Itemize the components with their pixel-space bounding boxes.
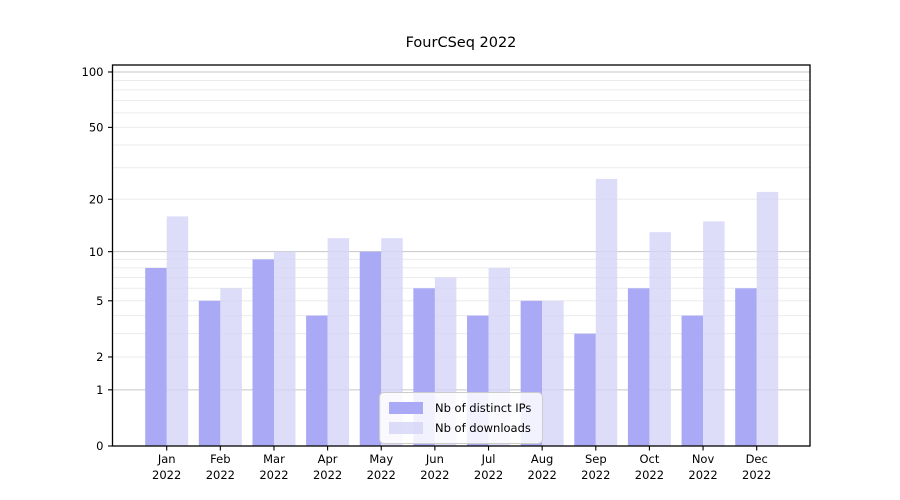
bar-downloads-Sep (595, 178, 618, 446)
x-tick-label-month: Dec (746, 452, 768, 466)
x-tick-label-year: 2022 (206, 468, 235, 482)
bar-downloads-Feb (220, 288, 242, 446)
x-tick-label-year: 2022 (152, 468, 181, 482)
x-tick-label-year: 2022 (528, 468, 557, 482)
x-tick-label-month: Aug (531, 452, 553, 466)
y-tick-label: 20 (89, 192, 104, 206)
x-tick-label-month: Jan (157, 452, 176, 466)
x-tick-label-month: Jul (481, 452, 496, 466)
bar-downloads-Dec (756, 191, 779, 446)
legend: Nb of distinct IPs Nb of downloads (379, 392, 544, 444)
legend-label-distinct-ips: Nb of distinct IPs (435, 401, 532, 415)
bar-distinct-ips-Jan (145, 267, 167, 446)
bar-distinct-ips-Oct (627, 288, 650, 446)
bar-downloads-Aug (542, 300, 564, 446)
x-tick-label-month: Apr (318, 452, 338, 466)
y-tick-label: 1 (96, 383, 103, 397)
bar-distinct-ips-Dec (735, 288, 757, 446)
bar-distinct-ips-Mar (252, 259, 274, 446)
bar-downloads-Jan (166, 216, 189, 446)
x-tick-label-month: Sep (585, 452, 607, 466)
y-tick-label: 0 (96, 439, 103, 453)
x-tick-label-year: 2022 (742, 468, 771, 482)
bar-distinct-ips-Nov (681, 315, 704, 446)
bar-distinct-ips-Feb (198, 300, 221, 446)
plot-border (111, 64, 811, 447)
x-tick-label-month: Oct (639, 452, 659, 466)
bar-downloads-Mar (273, 251, 296, 446)
y-tick-label: 2 (96, 350, 103, 364)
legend-label-downloads: Nb of downloads (435, 421, 531, 435)
legend-swatch-downloads (389, 422, 423, 434)
bar-distinct-ips-Sep (574, 333, 596, 446)
y-tick-label: 5 (96, 294, 103, 308)
x-tick-label-year: 2022 (688, 468, 717, 482)
chart-title: FourCSeq 2022 (405, 35, 517, 51)
x-tick-label-month: Mar (263, 452, 285, 466)
y-tick-label: 100 (82, 65, 104, 79)
bar-downloads-Apr (327, 238, 350, 446)
x-tick-label-month: Jun (425, 452, 444, 466)
x-tick-label-month: Feb (210, 452, 230, 466)
y-tick-label: 10 (89, 245, 104, 259)
x-tick-label-year: 2022 (367, 468, 396, 482)
x-tick-label-month: Nov (692, 452, 715, 466)
x-tick-label-year: 2022 (259, 468, 288, 482)
legend-item-downloads: Nb of downloads (389, 418, 531, 438)
x-tick-label-year: 2022 (313, 468, 342, 482)
x-tick-label-year: 2022 (581, 468, 610, 482)
bar-distinct-ips-Apr (306, 315, 328, 446)
x-tick-label-year: 2022 (474, 468, 503, 482)
x-tick-label-month: May (369, 452, 393, 466)
bar-downloads-Oct (649, 232, 671, 446)
legend-swatch-distinct-ips (389, 402, 423, 414)
x-tick-label-year: 2022 (420, 468, 449, 482)
y-tick-label: 50 (89, 121, 104, 135)
bar-distinct-ips-May (359, 251, 382, 446)
bar-downloads-Nov (703, 221, 725, 446)
legend-item-distinct-ips: Nb of distinct IPs (389, 398, 531, 418)
x-tick-label-year: 2022 (635, 468, 664, 482)
